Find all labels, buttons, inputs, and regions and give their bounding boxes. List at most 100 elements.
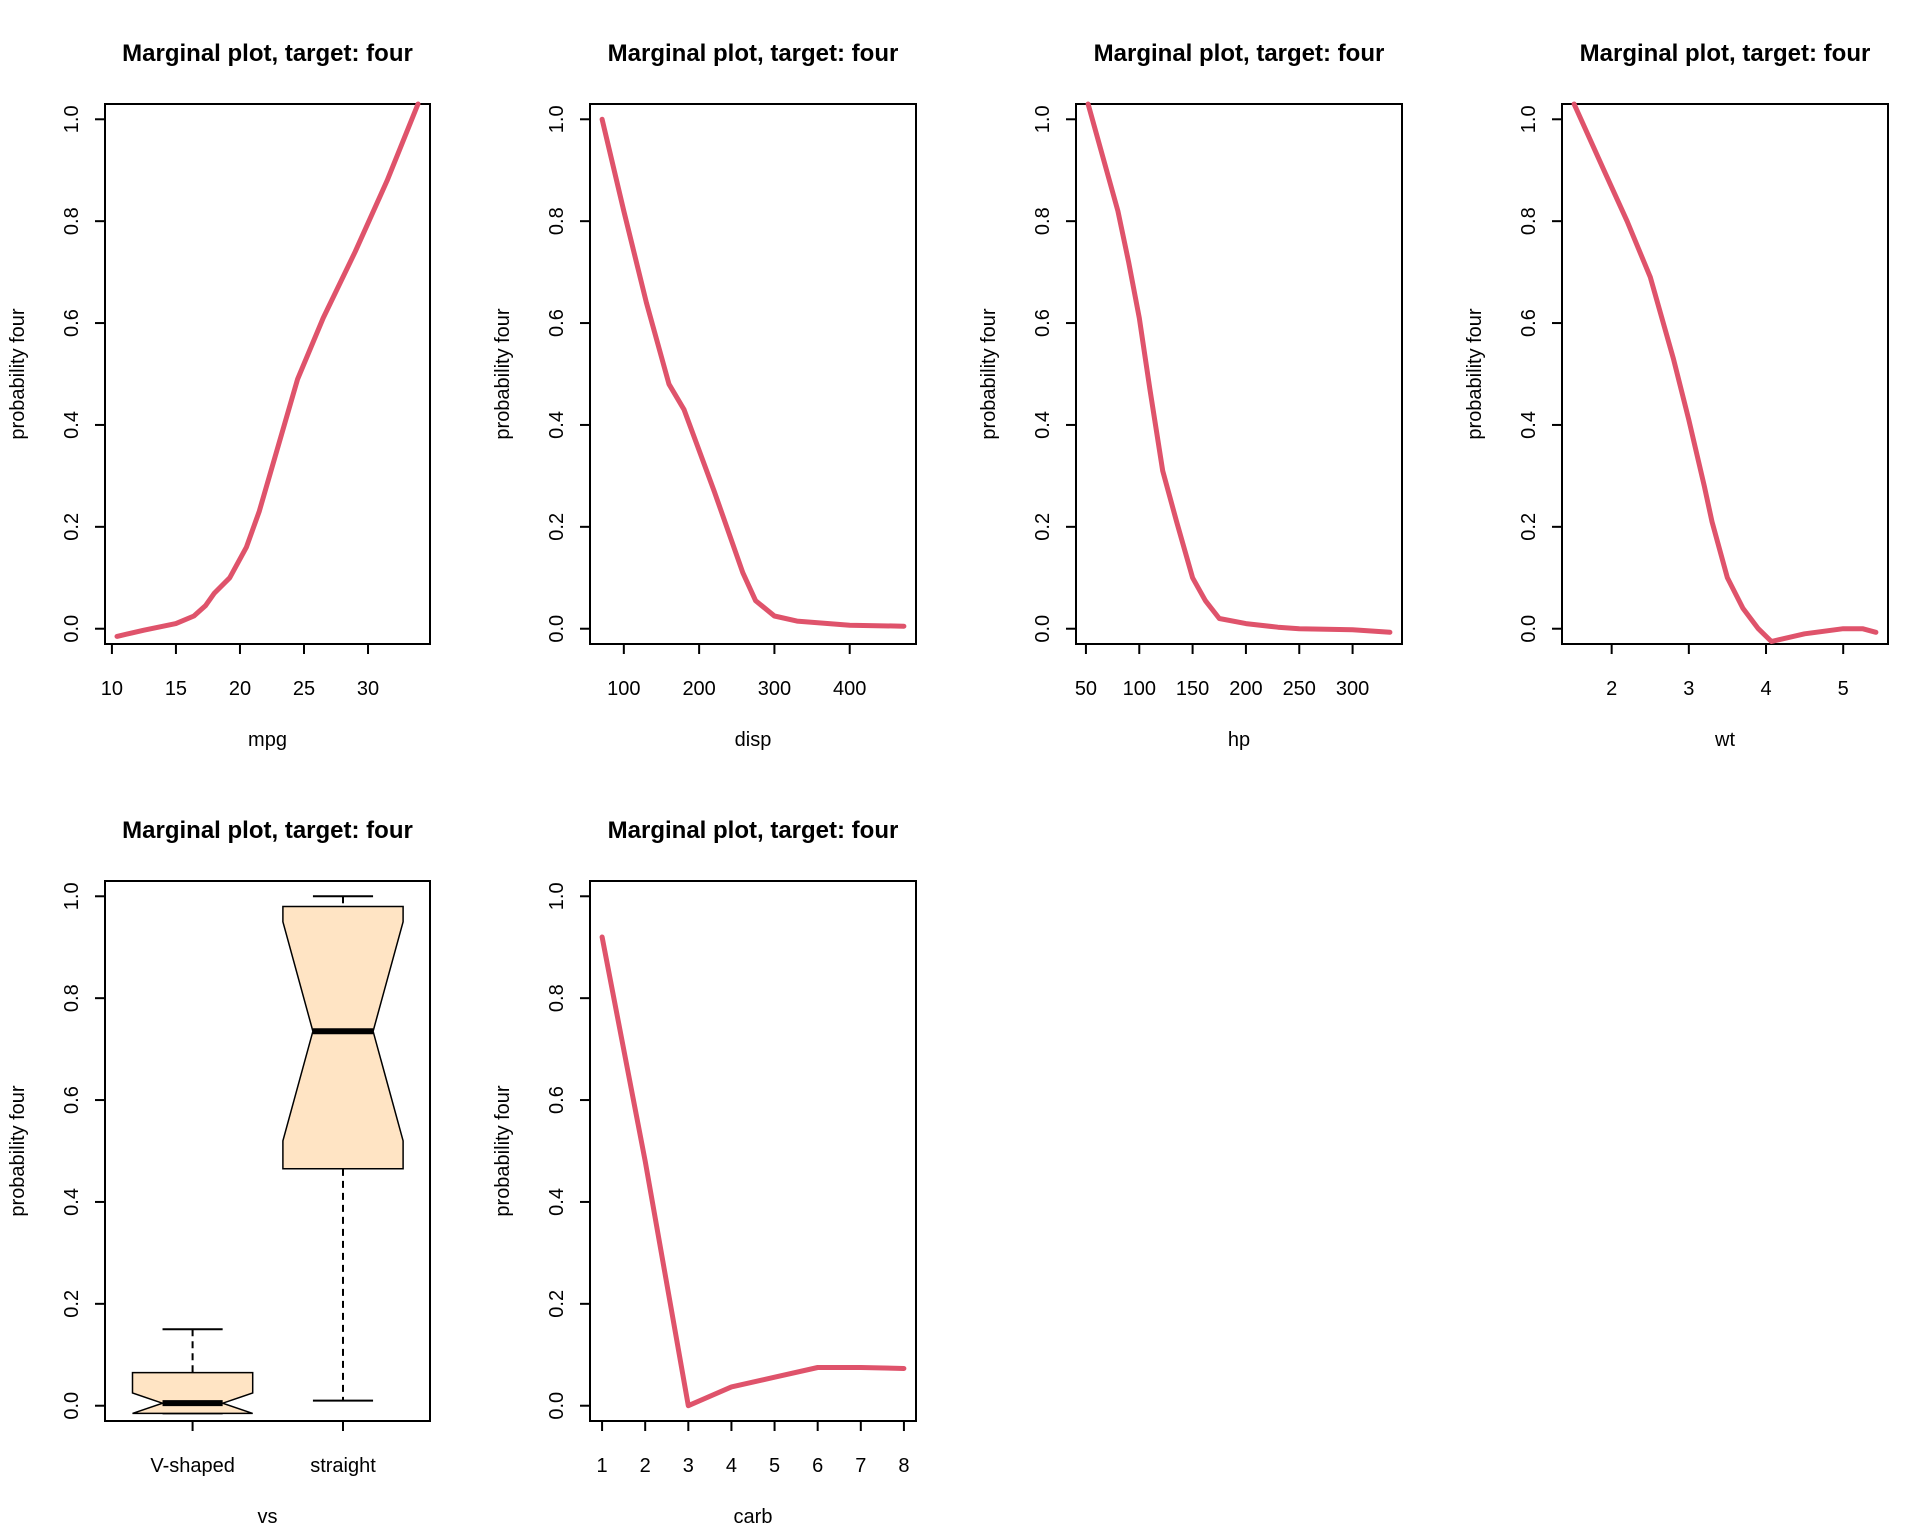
notched-box (131, 1371, 254, 1415)
chart-title: Marginal plot, target: four (608, 40, 899, 67)
x-axis-label: hp (1228, 729, 1250, 751)
y-tick-label: 0.8 (546, 984, 568, 1012)
y-tick-label: 0.6 (546, 309, 568, 337)
x-tick-label: 10 (101, 678, 123, 700)
x-tick-label: 300 (758, 678, 791, 700)
x-tick-label: V-shaped (150, 1455, 235, 1477)
chart-title: Marginal plot, target: four (608, 817, 899, 844)
plot-frame (1075, 103, 1403, 645)
x-axis-label: carb (734, 1506, 773, 1528)
chart-title: Marginal plot, target: four (1094, 40, 1385, 67)
chart-title: Marginal plot, target: four (122, 817, 413, 844)
y-tick-label: 0.8 (1518, 207, 1540, 235)
y-tick-label: 1.0 (1518, 105, 1540, 133)
y-tick-label: 0.4 (1518, 411, 1540, 439)
y-tick-label: 0.2 (546, 513, 568, 541)
y-axis-label: probability four (492, 308, 514, 440)
x-tick-label: 50 (1075, 678, 1097, 700)
chart-title: Marginal plot, target: four (122, 40, 413, 67)
y-tick-label: 0.0 (61, 615, 83, 643)
y-tick-label: 1.0 (61, 882, 83, 910)
plot-frame (589, 880, 917, 1422)
y-tick-label: 0.0 (546, 1392, 568, 1420)
x-tick-label: 2 (1606, 678, 1617, 700)
plot-frame (1561, 103, 1889, 645)
y-tick-label: 0.6 (546, 1086, 568, 1114)
y-tick-label: 0.4 (1032, 411, 1054, 439)
x-tick-label: 30 (357, 678, 379, 700)
x-tick-label: 250 (1283, 678, 1316, 700)
chart-panel-carb: Marginal plot, target: four 0.0 0.2 0.4 0.6 0… (492, 817, 917, 1528)
y-tick-label: 0.2 (61, 513, 83, 541)
y-tick-label: 0.2 (1518, 513, 1540, 541)
y-axis-label: probability four (7, 308, 29, 440)
x-tick-label: 100 (1123, 678, 1156, 700)
x-tick-label: 5 (1838, 678, 1849, 700)
x-tick-label: 6 (812, 1455, 823, 1477)
y-tick-label: 0.0 (61, 1392, 83, 1420)
x-tick-label: 4 (1760, 678, 1771, 700)
x-tick-label: 400 (833, 678, 866, 700)
y-tick-label: 0.4 (61, 1188, 83, 1216)
y-tick-label: 0.2 (61, 1290, 83, 1318)
y-tick-label: 0.8 (61, 984, 83, 1012)
chart-title: Marginal plot, target: four (1580, 40, 1871, 67)
y-tick-label: 0.6 (1518, 309, 1540, 337)
y-tick-label: 0.6 (1032, 309, 1054, 337)
x-tick-label: 25 (293, 678, 315, 700)
x-tick-label: 5 (769, 1455, 780, 1477)
chart-panel-disp: Marginal plot, target: four 0.0 0.2 0.4 0.6 0… (492, 40, 917, 751)
x-tick-label: 2 (640, 1455, 651, 1477)
y-tick-label: 1.0 (546, 105, 568, 133)
x-tick-label: 20 (229, 678, 251, 700)
chart-panel-wt: Marginal plot, target: four 0.0 0.2 0.4 0.6 0… (1464, 40, 1889, 751)
y-tick-label: 1.0 (1032, 105, 1054, 133)
y-tick-label: 0.8 (546, 207, 568, 235)
x-axis-label: wt (1714, 729, 1735, 751)
plot-frame (104, 880, 431, 1422)
x-tick-label: 300 (1336, 678, 1369, 700)
chart-panel-hp: Marginal plot, target: four 0.0 0.2 0.4 0.6 0… (978, 40, 1403, 751)
x-tick-label: 8 (898, 1455, 909, 1477)
y-tick-label: 0.0 (546, 615, 568, 643)
series-line (599, 116, 907, 629)
x-tick-label: 3 (1683, 678, 1694, 700)
y-tick-label: 0.2 (1032, 513, 1054, 541)
y-tick-label: 0.0 (1518, 615, 1540, 643)
y-axis-label: probability four (1464, 308, 1486, 440)
x-tick-label: 3 (683, 1455, 694, 1477)
x-tick-label: 15 (165, 678, 187, 700)
chart-panel-vs: Marginal plot, target: four 0.0 0.2 0.4 0.6 0… (7, 817, 431, 1528)
x-tick-label: 7 (855, 1455, 866, 1477)
x-tick-label: 200 (1229, 678, 1262, 700)
x-tick-label: 200 (682, 678, 715, 700)
x-axis-label: disp (735, 729, 772, 751)
y-tick-label: 0.2 (546, 1290, 568, 1318)
y-tick-label: 0.6 (61, 1086, 83, 1114)
notched-box (282, 905, 404, 1170)
x-axis-label: mpg (248, 729, 287, 751)
plot-frame (104, 103, 431, 645)
x-tick-label: 150 (1176, 678, 1209, 700)
series-line (1085, 101, 1393, 635)
x-tick-label: 100 (607, 678, 640, 700)
series-line (114, 101, 421, 639)
y-tick-label: 0.4 (61, 411, 83, 439)
y-axis-label: probability four (492, 1085, 514, 1217)
y-tick-label: 0.0 (1032, 615, 1054, 643)
series-line (599, 934, 907, 1409)
y-tick-label: 1.0 (546, 882, 568, 910)
y-tick-label: 0.4 (546, 411, 568, 439)
y-tick-label: 0.8 (1032, 207, 1054, 235)
y-tick-label: 0.6 (61, 309, 83, 337)
plot-frame (589, 103, 917, 645)
y-axis-label: probability four (7, 1085, 29, 1217)
series-line (1571, 101, 1879, 644)
y-tick-label: 1.0 (61, 105, 83, 133)
y-axis-label: probability four (978, 308, 1000, 440)
y-tick-label: 0.4 (546, 1188, 568, 1216)
x-axis-label: vs (258, 1506, 278, 1528)
x-tick-label: 1 (597, 1455, 608, 1477)
chart-panel-mpg: Marginal plot, target: four 0.0 0.2 0.4 0.6 0… (7, 40, 431, 751)
